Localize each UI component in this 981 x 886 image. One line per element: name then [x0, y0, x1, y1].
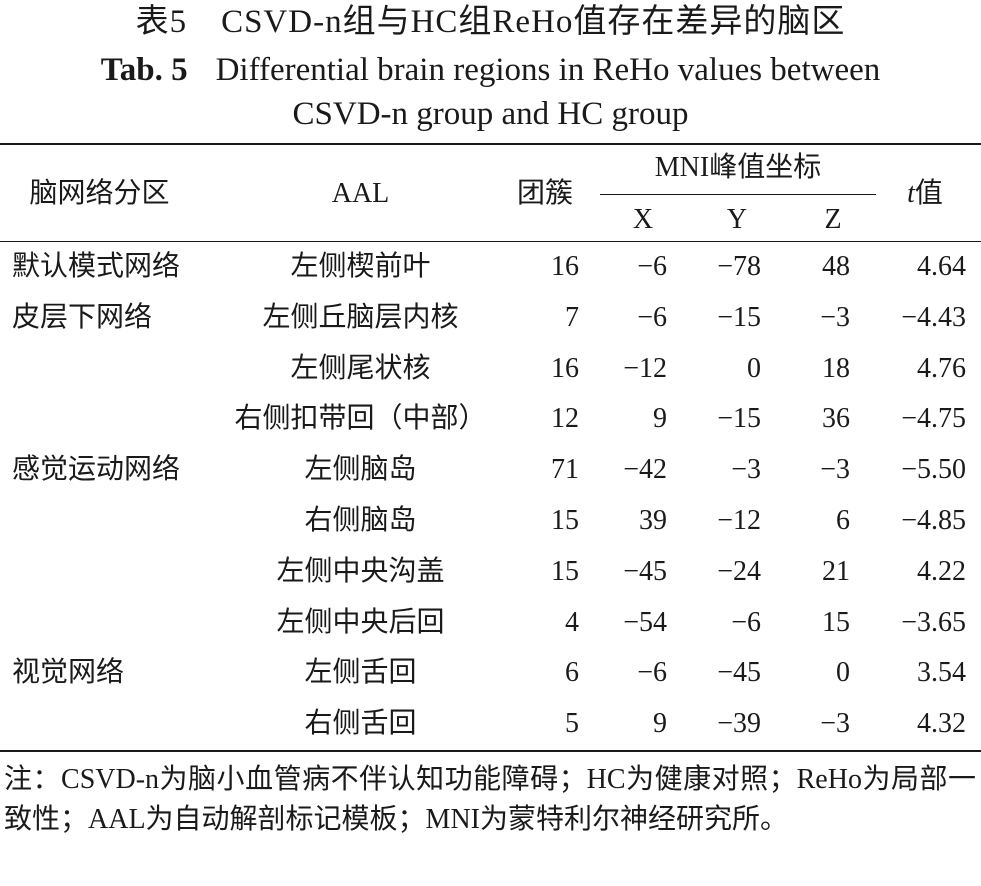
cell-z: 48 [822, 251, 850, 282]
header-x: X [632, 204, 654, 235]
cell-y: −12 [717, 505, 761, 536]
header-aal: AAL [331, 178, 390, 209]
cell-z: 18 [822, 352, 850, 384]
cell-x: −54 [623, 606, 667, 638]
cell-x: −6 [637, 251, 667, 282]
cell-y: −24 [717, 555, 761, 587]
cell-x: 9 [653, 403, 667, 435]
cell-aal: 右侧扣带回（中部） [234, 403, 487, 435]
cell-t: 4.76 [917, 352, 966, 384]
cell-y: −15 [717, 301, 761, 333]
cell-x: −12 [623, 352, 667, 384]
cell-t: −4.43 [901, 301, 966, 333]
cell-t: 3.54 [917, 657, 966, 689]
cell-t: −4.85 [901, 505, 966, 536]
cell-y: −3 [731, 454, 761, 486]
cell-x: −6 [637, 301, 667, 333]
header-cluster: 团簇 [516, 178, 573, 209]
cell-y: −39 [717, 708, 761, 740]
table-bottom-rule [0, 750, 981, 752]
cell-z: 6 [836, 505, 850, 536]
cell-cluster: 12 [551, 403, 579, 435]
cell-z: −3 [820, 708, 850, 740]
cell-t: 4.64 [917, 251, 966, 282]
cell-y: −15 [717, 403, 761, 435]
cell-y: −78 [717, 251, 761, 282]
cell-y: −45 [717, 657, 761, 689]
cell-aal: 左侧丘脑层内核 [262, 301, 459, 333]
table-number-label: Tab. 5 [100, 52, 188, 88]
cell-t: −3.65 [901, 606, 966, 638]
header-t-suffix: 值 [914, 178, 943, 209]
header-t-italic: t [907, 178, 915, 209]
cell-z: −3 [820, 301, 850, 333]
cell-network: 默认模式网络 [12, 251, 181, 282]
cell-cluster: 71 [551, 454, 579, 486]
table-top-rule [0, 143, 981, 145]
cell-z: 36 [822, 403, 850, 435]
header-network: 脑网络分区 [29, 178, 170, 209]
cell-cluster: 6 [565, 657, 579, 689]
cell-z: 21 [822, 555, 850, 587]
cell-z: −3 [820, 454, 850, 486]
cell-z: 0 [836, 657, 850, 689]
table-title-english-line1: Differential brain regions in ReHo value… [215, 52, 881, 88]
header-mni-peak: MNI峰值坐标 [654, 152, 822, 183]
cell-cluster: 4 [565, 606, 579, 638]
cell-aal: 右侧脑岛 [304, 505, 417, 536]
cell-x: 39 [639, 505, 667, 536]
table-title-chinese: 表5 CSVD-n组与HC组ReHo值存在差异的脑区 [135, 4, 846, 40]
header-y: Y [726, 204, 748, 235]
cell-network: 感觉运动网络 [12, 454, 181, 486]
cell-aal: 右侧舌回 [304, 708, 417, 740]
table-header-rule [0, 241, 981, 242]
cell-x: 9 [653, 708, 667, 740]
cell-x: −6 [637, 657, 667, 689]
table-footnote: 注：CSVD-n为脑小血管病不伴认知功能障碍；HC为健康对照；ReHo为局部一致… [4, 764, 976, 835]
cell-y: 0 [747, 352, 761, 384]
header-z: Z [824, 204, 842, 235]
cell-cluster: 16 [551, 251, 579, 282]
cell-aal: 左侧尾状核 [290, 352, 431, 384]
header-t-value: t值 [880, 177, 970, 211]
cell-x: −42 [623, 454, 667, 486]
cell-network: 皮层下网络 [12, 301, 153, 333]
cell-cluster: 15 [551, 555, 579, 587]
cell-x: −45 [623, 555, 667, 587]
cell-aal: 左侧中央后回 [276, 606, 445, 638]
cell-aal: 左侧楔前叶 [290, 251, 431, 282]
cell-cluster: 15 [551, 505, 579, 536]
cell-cluster: 7 [565, 301, 579, 333]
cell-aal: 左侧舌回 [304, 657, 417, 689]
cell-t: −5.50 [901, 454, 966, 486]
cell-z: 15 [822, 606, 850, 638]
table-title-english-line2: CSVD-n group and HC group [292, 96, 689, 132]
mni-header-underline [600, 194, 876, 195]
cell-y: −6 [731, 606, 761, 638]
table-title-english: Tab. 5 Differential brain regions in ReHo… [0, 48, 981, 136]
cell-aal: 左侧脑岛 [304, 454, 417, 486]
cell-t: −4.75 [901, 403, 966, 435]
cell-t: 4.22 [917, 555, 966, 587]
cell-t: 4.32 [917, 708, 966, 740]
cell-cluster: 16 [551, 352, 579, 384]
cell-network: 视觉网络 [12, 657, 125, 689]
cell-cluster: 5 [565, 708, 579, 740]
cell-aal: 左侧中央沟盖 [276, 555, 445, 587]
